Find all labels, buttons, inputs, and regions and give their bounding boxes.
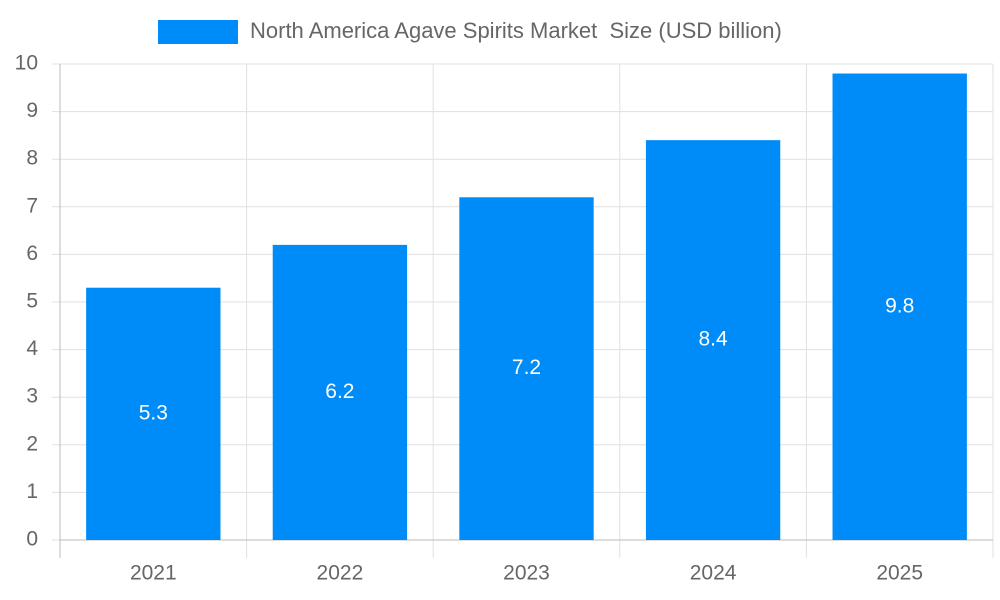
- y-tick-label: 0: [26, 528, 38, 551]
- y-tick-label: 2: [26, 432, 38, 455]
- x-tick-label: 2025: [876, 562, 923, 585]
- data-label: 9.8: [885, 294, 914, 317]
- y-tick-label: 1: [26, 480, 38, 503]
- y-tick-label: 5: [26, 290, 38, 313]
- x-tick-label: 2022: [317, 562, 364, 585]
- legend-swatch: [158, 20, 238, 44]
- legend-label: North America Agave Spirits Market Size …: [250, 18, 782, 43]
- bar: [86, 287, 221, 540]
- x-tick-label: 2024: [690, 562, 737, 585]
- data-label: 7.2: [512, 356, 541, 379]
- y-tick-label: 4: [26, 337, 38, 360]
- bar: [832, 73, 967, 541]
- bar: [459, 197, 594, 540]
- y-tick-label: 6: [26, 242, 38, 265]
- data-label: 5.3: [139, 401, 168, 424]
- y-tick-label: 7: [26, 194, 38, 217]
- y-tick-label: 8: [26, 147, 38, 170]
- data-label: 8.4: [698, 328, 728, 351]
- y-tick-label: 3: [26, 385, 38, 408]
- x-tick-label: 2023: [503, 562, 550, 585]
- bar: [272, 244, 408, 540]
- x-tick-label: 2021: [130, 562, 177, 585]
- data-label: 6.2: [325, 380, 354, 403]
- bar: [645, 140, 781, 540]
- y-tick-label: 10: [15, 52, 38, 75]
- y-tick-label: 9: [26, 99, 38, 122]
